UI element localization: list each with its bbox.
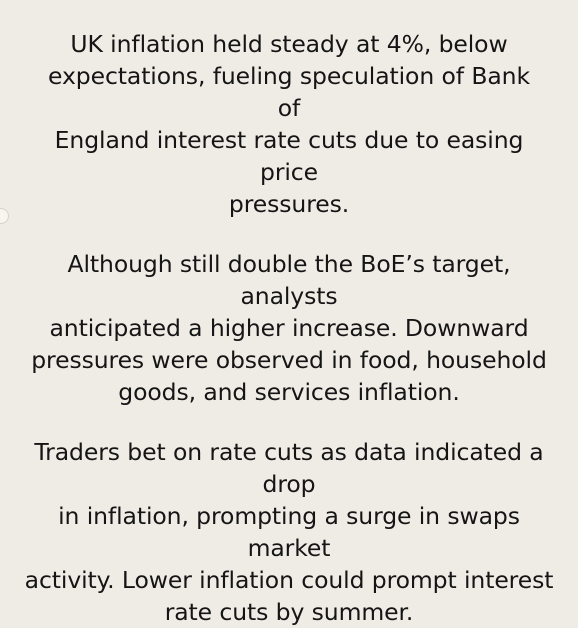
paragraph-line: activity. Lower inflation could prompt i… (24, 566, 554, 594)
paragraph-line: UK inflation held steady at 4%, below (70, 30, 508, 58)
paragraph-line: Although still double the BoE’s target, … (67, 250, 511, 310)
paragraph-line: expectations, fueling speculation of Ban… (48, 62, 530, 122)
paragraph-1: UK inflation held steady at 4%, below ex… (39, 28, 539, 220)
paragraph-line: in inflation, prompting a surge in swaps… (58, 502, 520, 562)
paragraph-line: Traders bet on rate cuts as data indicat… (34, 438, 544, 498)
paragraph-line: goods, and services inflation. (118, 378, 460, 406)
paragraph-line: anticipated a higher increase. Downward (49, 314, 529, 342)
paragraph-line: pressures were observed in food, househo… (31, 346, 547, 374)
paragraph-2: Although still double the BoE’s target, … (22, 248, 557, 408)
paragraph-line: England interest rate cuts due to easing… (54, 126, 524, 186)
paragraph-line: pressures. (228, 190, 350, 218)
paragraph-line: rate cuts by summer. (164, 598, 414, 626)
text-panel: UK inflation held steady at 4%, below ex… (0, 28, 578, 628)
paragraph-3: Traders bet on rate cuts as data indicat… (22, 436, 557, 628)
